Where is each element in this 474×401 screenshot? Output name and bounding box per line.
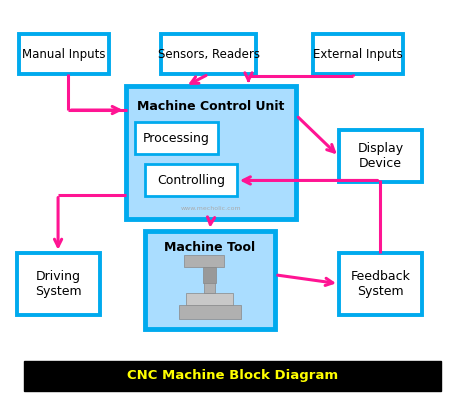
Text: www.mecholic.com: www.mecholic.com xyxy=(181,207,241,211)
FancyBboxPatch shape xyxy=(179,305,241,319)
FancyBboxPatch shape xyxy=(145,231,275,329)
Text: Processing: Processing xyxy=(143,132,210,145)
Text: Sensors, Readers: Sensors, Readers xyxy=(157,48,260,61)
Text: Driving
System: Driving System xyxy=(35,270,82,298)
Text: Controlling: Controlling xyxy=(157,174,225,187)
FancyBboxPatch shape xyxy=(203,267,216,283)
FancyBboxPatch shape xyxy=(17,253,100,315)
Text: Machine Tool: Machine Tool xyxy=(164,241,255,253)
FancyBboxPatch shape xyxy=(339,253,422,315)
FancyBboxPatch shape xyxy=(24,361,441,391)
FancyBboxPatch shape xyxy=(313,34,403,74)
FancyBboxPatch shape xyxy=(126,86,296,219)
FancyBboxPatch shape xyxy=(184,255,224,267)
FancyBboxPatch shape xyxy=(161,34,256,74)
FancyBboxPatch shape xyxy=(186,293,233,305)
Text: Feedback
System: Feedback System xyxy=(350,270,410,298)
Text: External Inputs: External Inputs xyxy=(313,48,403,61)
Text: Display
Device: Display Device xyxy=(357,142,403,170)
FancyBboxPatch shape xyxy=(145,164,237,196)
FancyBboxPatch shape xyxy=(135,122,218,154)
FancyBboxPatch shape xyxy=(339,130,422,182)
Text: Manual Inputs: Manual Inputs xyxy=(22,48,106,61)
FancyBboxPatch shape xyxy=(204,263,215,293)
Text: CNC Machine Block Diagram: CNC Machine Block Diagram xyxy=(127,369,338,383)
FancyBboxPatch shape xyxy=(19,34,109,74)
Text: Machine Control Unit: Machine Control Unit xyxy=(137,100,284,113)
